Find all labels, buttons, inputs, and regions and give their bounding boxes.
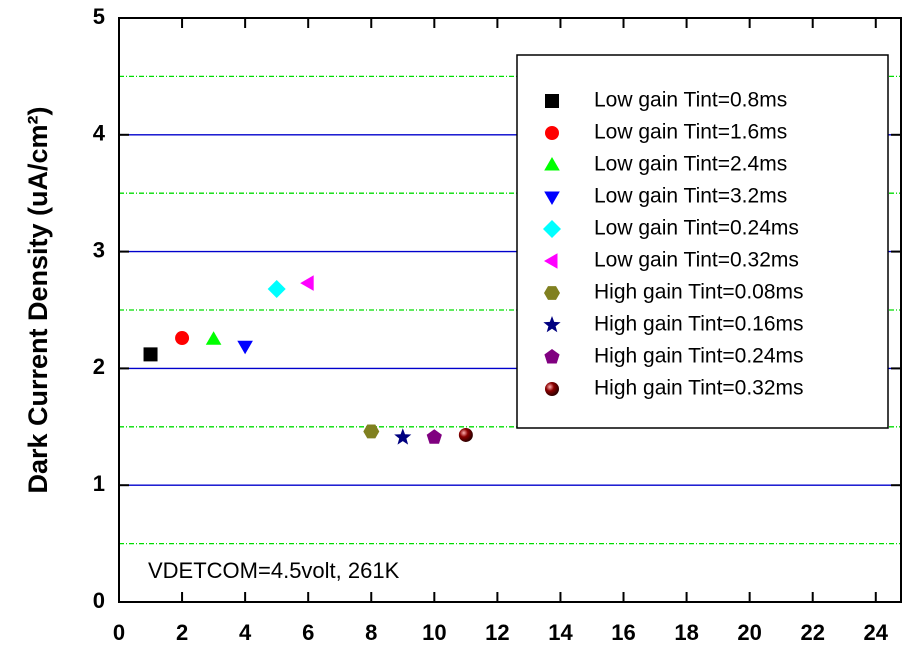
legend-marker [543, 316, 561, 333]
y-tick-label: 3 [93, 237, 105, 262]
data-point [143, 347, 158, 362]
legend-label: Low gain Tint=0.24ms [594, 217, 799, 240]
legend-label: Low gain Tint=0.32ms [594, 249, 799, 272]
data-point [175, 331, 190, 346]
legend-label: Low gain Tint=3.2ms [594, 185, 787, 208]
x-tick-label: 8 [365, 620, 377, 645]
x-tick-label: 16 [611, 620, 635, 645]
legend-marker [544, 253, 558, 269]
x-tick-label: 10 [422, 620, 446, 645]
data-point [300, 275, 314, 291]
data-point [426, 429, 442, 444]
legend-label: Low gain Tint=2.4ms [594, 153, 787, 176]
y-tick-label: 0 [93, 588, 105, 613]
x-tick-label: 12 [485, 620, 509, 645]
legend-label: Low gain Tint=1.6ms [594, 121, 787, 144]
y-tick-label: 1 [93, 471, 105, 496]
legend-label: High gain Tint=0.16ms [594, 313, 804, 336]
data-point [237, 340, 253, 355]
y-axis-label: Dark Current Density (uA/cm²) [23, 106, 53, 493]
legend-box [516, 54, 889, 429]
data-point [394, 428, 412, 445]
y-tick-label: 2 [93, 354, 105, 379]
x-tick-label: 18 [674, 620, 698, 645]
legend-marker [544, 286, 560, 300]
legend-marker [544, 349, 560, 364]
legend-label: Low gain Tint=0.8ms [594, 89, 787, 112]
annotation: VDETCOM=4.5volt, 261K [148, 558, 400, 583]
x-tick-label: 14 [548, 620, 573, 645]
y-tick-label: 5 [93, 4, 105, 29]
legend-marker [544, 191, 560, 205]
data-point [363, 424, 380, 439]
plot-frame [118, 17, 902, 603]
x-tick-label: 0 [113, 620, 125, 645]
x-tick-label: 2 [176, 620, 188, 645]
legend-marker [545, 126, 559, 140]
legend-label: High gain Tint=0.08ms [594, 281, 804, 304]
data-point [205, 331, 222, 345]
x-tick-label: 20 [737, 620, 761, 645]
x-tick-label: 22 [800, 620, 824, 645]
legend-label: High gain Tint=0.24ms [594, 345, 804, 368]
data-point [267, 280, 286, 298]
x-tick-label: 4 [239, 620, 252, 645]
x-tick-label: 24 [864, 620, 889, 645]
legend-label: High gain Tint=0.32ms [594, 377, 804, 400]
y-tick-label: 4 [93, 121, 106, 146]
legend-marker [544, 157, 560, 171]
x-tick-label: 6 [302, 620, 314, 645]
legend-marker [545, 382, 559, 396]
legend-marker [545, 94, 559, 108]
data-point [458, 427, 473, 442]
legend-marker [543, 220, 561, 238]
